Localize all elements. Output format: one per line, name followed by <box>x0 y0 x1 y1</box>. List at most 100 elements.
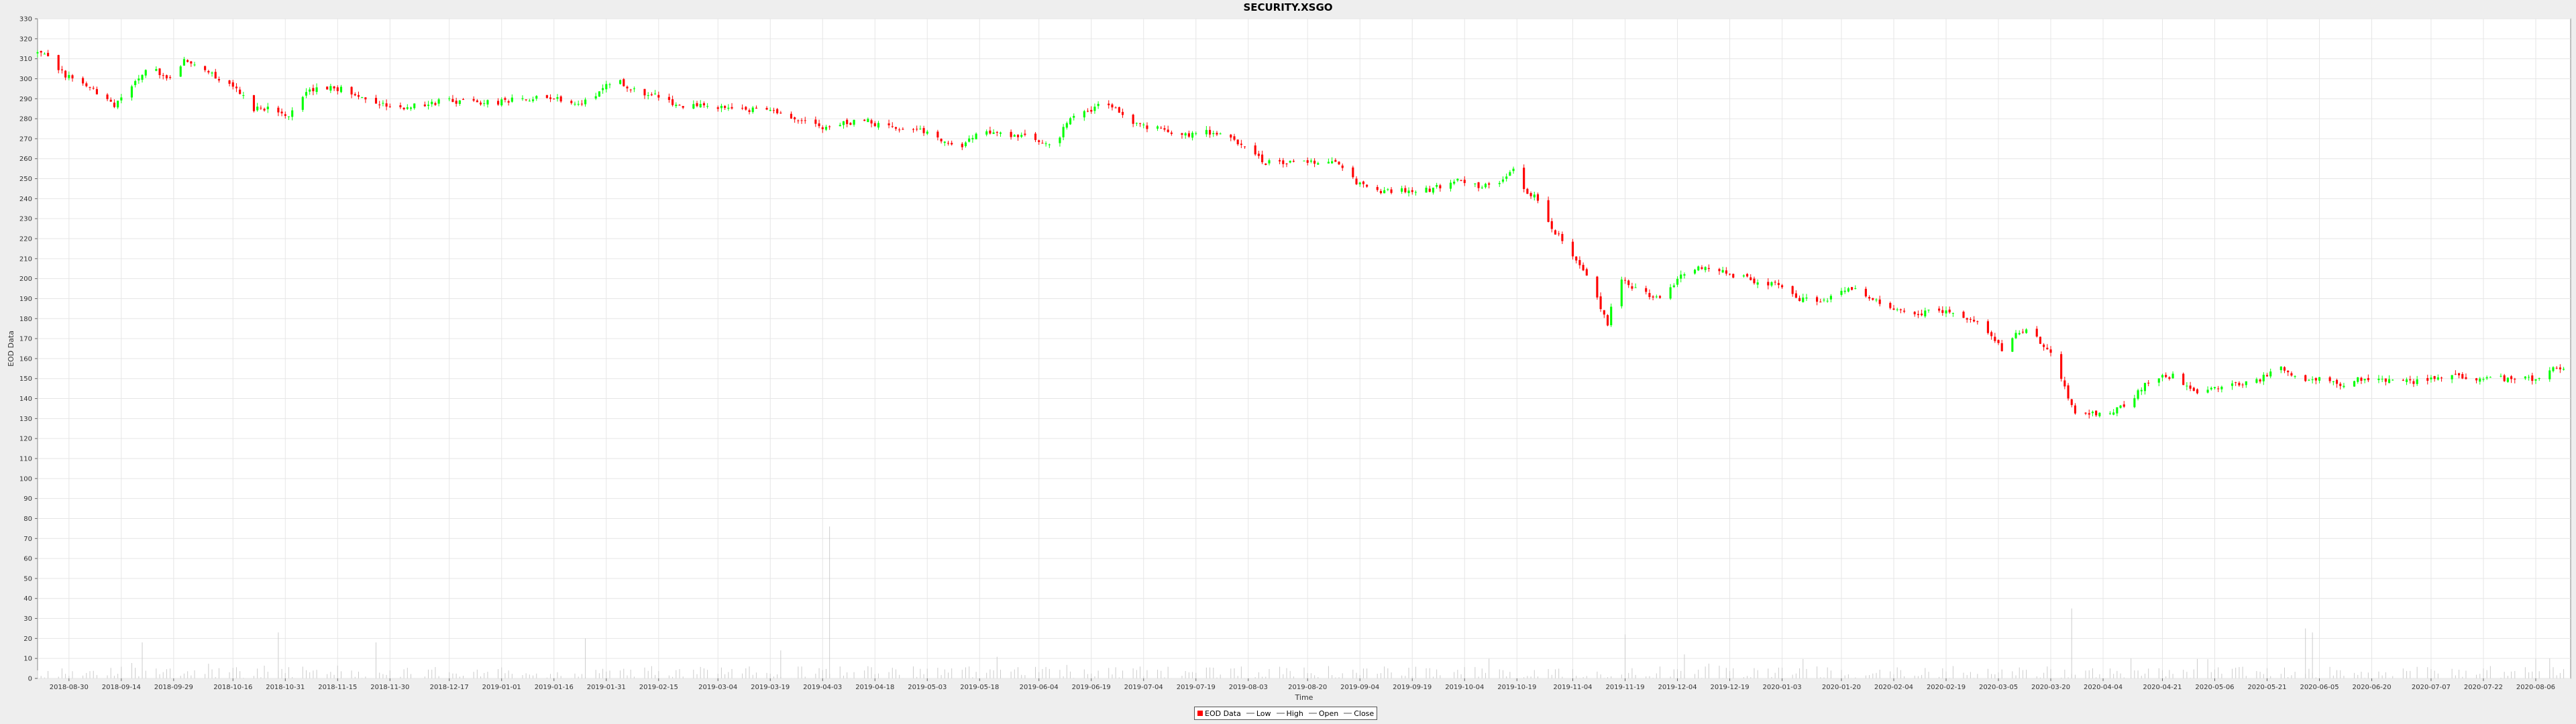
candle-body <box>1488 183 1491 185</box>
candle-body <box>158 68 161 75</box>
candle-body <box>2060 354 2063 379</box>
x-tick-label: 2020-01-20 <box>1822 684 1861 691</box>
plot-area <box>37 18 2571 679</box>
candle-body <box>186 60 189 62</box>
candle-body <box>2231 383 2234 386</box>
candle-body <box>40 50 42 53</box>
candle-body <box>2186 385 2188 387</box>
candle-body <box>1554 230 1557 235</box>
candle-body <box>138 78 140 80</box>
legend: EOD Data Low High Open Close <box>1194 707 1378 720</box>
candle-body <box>608 84 611 85</box>
candle-body <box>1093 107 1096 111</box>
candle-body <box>374 97 378 104</box>
candle-body <box>1114 107 1117 109</box>
candle-body <box>2339 383 2342 386</box>
candle-body <box>1362 181 1364 184</box>
candle-body <box>399 105 402 107</box>
candle-body <box>824 127 828 130</box>
candle-body <box>951 143 953 145</box>
candle-body <box>326 86 329 90</box>
candle-body <box>1599 296 1602 310</box>
candle-body <box>1791 286 1794 294</box>
candle-body <box>1501 179 1505 182</box>
candle-body <box>1366 184 1368 187</box>
candle-body <box>2123 404 2125 407</box>
candle-body <box>1854 288 1857 290</box>
candle-body <box>357 95 360 97</box>
candle-body <box>619 80 622 84</box>
candle-body <box>2343 385 2345 387</box>
candle-body <box>2506 377 2509 382</box>
candle-body <box>1973 319 1976 322</box>
candle-body <box>2479 378 2481 382</box>
candle-body <box>1969 318 1972 320</box>
y-tick-label: 100 <box>19 475 32 483</box>
candle-body <box>745 107 747 110</box>
candle-body <box>2015 333 2017 339</box>
x-tick-label: 2018-10-16 <box>213 684 252 691</box>
candle-body <box>169 76 172 78</box>
candle-body <box>2311 379 2314 381</box>
x-tick-label: 2020-05-06 <box>2195 684 2234 691</box>
candle-body <box>1425 187 1428 193</box>
candle-body <box>2283 367 2286 371</box>
candle-body <box>1257 154 1260 156</box>
candle-body <box>1456 178 1459 181</box>
candle-body <box>1209 129 1212 135</box>
x-tick-label: 2019-06-04 <box>1020 684 1059 691</box>
candle-body <box>776 109 779 113</box>
candle-body <box>1191 133 1194 138</box>
candle-body <box>1111 104 1114 108</box>
candle-body <box>1205 129 1208 135</box>
candle-body <box>2133 398 2136 408</box>
candle-body <box>556 97 559 99</box>
candle-body <box>1526 188 1529 194</box>
candle-body <box>2217 388 2220 389</box>
candle-body <box>2137 390 2139 399</box>
candle-body <box>1146 125 1148 129</box>
candle-body <box>2559 367 2561 369</box>
candle-body <box>2503 375 2506 381</box>
candle-body <box>2318 377 2321 381</box>
candle-body <box>1317 163 1320 165</box>
candle-body <box>2465 377 2467 379</box>
candle-body <box>2552 367 2555 371</box>
candle-body <box>1016 135 1020 137</box>
candle-body <box>1683 274 1686 276</box>
candle-body <box>1697 266 1700 271</box>
candle-body <box>462 99 465 100</box>
candle-body <box>451 99 454 103</box>
candle-body <box>504 98 506 100</box>
x-tick-label: 2018-09-14 <box>102 684 141 691</box>
candle-body <box>1432 188 1435 193</box>
candle-body <box>2384 378 2387 382</box>
candle-body <box>2405 379 2408 382</box>
y-axis-label: EOD Data <box>7 330 15 367</box>
candle-body <box>2235 382 2237 383</box>
candle-body <box>1899 309 1902 310</box>
candle-body <box>623 79 625 86</box>
candle-body <box>190 61 193 64</box>
candle-body <box>47 52 50 56</box>
y-tick-label: 250 <box>19 176 32 183</box>
candle-body <box>2182 373 2185 385</box>
candle-body <box>2335 379 2339 384</box>
candle-body <box>1994 337 1996 341</box>
candle-body <box>1509 172 1511 176</box>
candle-body <box>2018 333 2021 335</box>
candle-body <box>1951 312 1954 314</box>
candle-body <box>577 103 580 105</box>
candle-body <box>1596 276 1599 298</box>
candle-body <box>1892 308 1895 310</box>
candle-body <box>507 101 510 103</box>
candle-body <box>1034 133 1037 140</box>
candle-body <box>996 131 998 133</box>
candle-body <box>1265 164 1267 165</box>
legend-item-eod: EOD Data <box>1197 709 1241 718</box>
candle-body <box>1163 128 1166 130</box>
candle-body <box>57 55 60 70</box>
candle-body <box>239 89 241 95</box>
candle-body <box>1575 256 1578 261</box>
